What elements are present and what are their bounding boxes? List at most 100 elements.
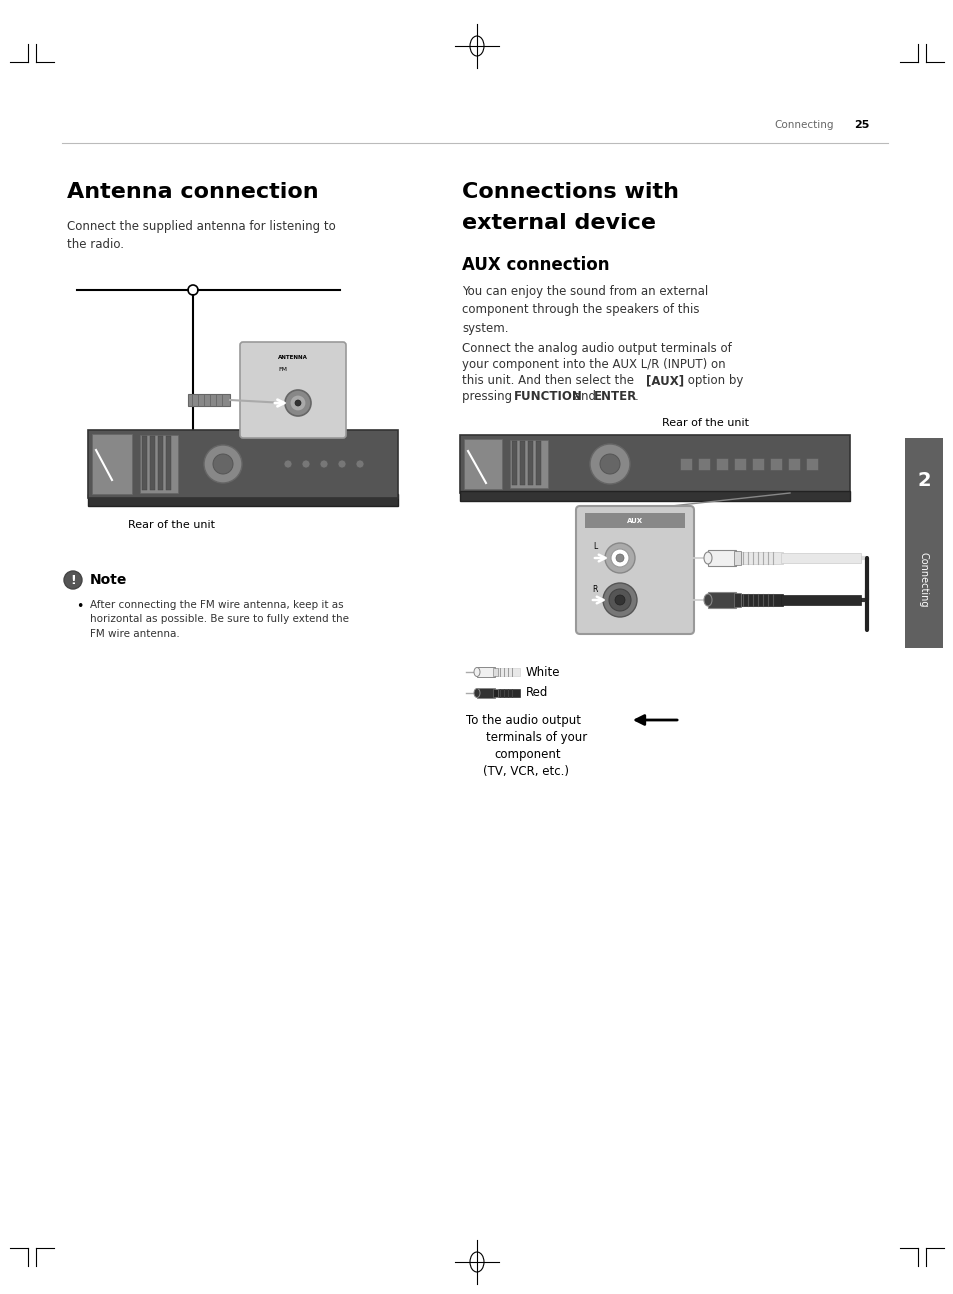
Text: AUX: AUX (626, 518, 642, 524)
FancyBboxPatch shape (493, 688, 497, 697)
Ellipse shape (294, 400, 301, 406)
Ellipse shape (703, 594, 711, 606)
FancyBboxPatch shape (88, 430, 397, 498)
FancyBboxPatch shape (733, 593, 740, 607)
FancyBboxPatch shape (459, 435, 849, 493)
Ellipse shape (284, 459, 292, 468)
Text: terminals of your: terminals of your (485, 731, 587, 744)
Text: option by: option by (683, 374, 742, 387)
Text: Red: Red (525, 687, 548, 700)
FancyBboxPatch shape (476, 688, 495, 697)
Ellipse shape (616, 554, 623, 562)
FancyBboxPatch shape (510, 440, 547, 488)
Text: (TV, VCR, etc.): (TV, VCR, etc.) (482, 765, 568, 778)
Text: FUNCTION: FUNCTION (514, 389, 582, 402)
Text: 25: 25 (854, 120, 869, 129)
Text: Rear of the unit: Rear of the unit (128, 520, 214, 531)
Text: and: and (569, 389, 599, 402)
Text: L: L (592, 542, 597, 551)
Text: White: White (525, 665, 560, 678)
Ellipse shape (302, 459, 310, 468)
Text: ANTENNA: ANTENNA (277, 355, 308, 360)
Ellipse shape (355, 459, 364, 468)
Text: FM: FM (278, 367, 287, 371)
Ellipse shape (610, 549, 628, 567)
FancyBboxPatch shape (584, 512, 684, 528)
Text: AUX connection: AUX connection (461, 256, 609, 274)
Ellipse shape (213, 454, 233, 474)
Ellipse shape (204, 445, 242, 483)
Ellipse shape (474, 688, 479, 697)
Text: external device: external device (461, 214, 656, 233)
Text: Connect the supplied antenna for listening to
the radio.: Connect the supplied antenna for listeni… (67, 220, 335, 251)
FancyBboxPatch shape (140, 435, 178, 493)
FancyBboxPatch shape (740, 594, 782, 606)
Ellipse shape (474, 668, 479, 677)
FancyBboxPatch shape (476, 666, 495, 677)
Text: R: R (592, 585, 598, 594)
Ellipse shape (604, 543, 635, 573)
Text: Connecting: Connecting (918, 553, 928, 608)
FancyBboxPatch shape (576, 506, 693, 634)
Text: your component into the AUX L/R (INPUT) on: your component into the AUX L/R (INPUT) … (461, 358, 725, 371)
Circle shape (64, 571, 82, 589)
FancyBboxPatch shape (733, 458, 745, 470)
FancyBboxPatch shape (707, 550, 735, 565)
FancyBboxPatch shape (91, 433, 132, 494)
Text: Connect the analog audio output terminals of: Connect the analog audio output terminal… (461, 342, 731, 355)
Ellipse shape (599, 454, 619, 474)
Ellipse shape (290, 395, 306, 411)
Ellipse shape (615, 595, 624, 606)
Text: You can enjoy the sound from an external
component through the speakers of this
: You can enjoy the sound from an external… (461, 285, 707, 335)
Text: Antenna connection: Antenna connection (67, 182, 318, 202)
Ellipse shape (589, 444, 629, 484)
Text: 2: 2 (916, 471, 930, 489)
FancyBboxPatch shape (158, 436, 163, 490)
FancyBboxPatch shape (240, 342, 346, 437)
FancyBboxPatch shape (493, 668, 497, 675)
FancyBboxPatch shape (751, 458, 763, 470)
FancyBboxPatch shape (679, 458, 691, 470)
FancyBboxPatch shape (497, 668, 519, 675)
FancyBboxPatch shape (787, 458, 800, 470)
FancyBboxPatch shape (512, 441, 517, 485)
FancyBboxPatch shape (536, 441, 540, 485)
FancyBboxPatch shape (497, 688, 519, 697)
FancyBboxPatch shape (707, 591, 735, 608)
Text: To the audio output: To the audio output (465, 714, 580, 727)
Text: !: ! (71, 573, 76, 586)
FancyBboxPatch shape (781, 553, 861, 563)
FancyBboxPatch shape (733, 551, 740, 565)
Text: •: • (76, 600, 84, 613)
FancyBboxPatch shape (188, 393, 230, 406)
Text: pressing: pressing (461, 389, 516, 402)
Text: .: . (635, 389, 639, 402)
FancyBboxPatch shape (781, 595, 861, 606)
FancyBboxPatch shape (88, 494, 397, 506)
Text: Connecting: Connecting (774, 120, 833, 129)
Ellipse shape (608, 589, 630, 611)
FancyBboxPatch shape (904, 437, 942, 648)
FancyBboxPatch shape (769, 458, 781, 470)
FancyBboxPatch shape (805, 458, 817, 470)
Ellipse shape (319, 459, 328, 468)
Text: Note: Note (90, 573, 128, 587)
Text: [AUX]: [AUX] (645, 374, 683, 387)
Ellipse shape (703, 553, 711, 564)
FancyBboxPatch shape (459, 490, 849, 501)
FancyBboxPatch shape (519, 441, 524, 485)
Ellipse shape (285, 389, 311, 415)
Text: this unit. And then select the: this unit. And then select the (461, 374, 638, 387)
Ellipse shape (602, 584, 637, 617)
Text: Rear of the unit: Rear of the unit (661, 418, 748, 428)
FancyBboxPatch shape (527, 441, 533, 485)
Text: ENTER: ENTER (594, 389, 637, 402)
FancyBboxPatch shape (166, 436, 171, 490)
FancyBboxPatch shape (740, 553, 782, 564)
FancyBboxPatch shape (716, 458, 727, 470)
Text: component: component (494, 748, 560, 761)
FancyBboxPatch shape (463, 439, 501, 489)
FancyBboxPatch shape (142, 436, 147, 490)
Ellipse shape (337, 459, 346, 468)
FancyBboxPatch shape (698, 458, 709, 470)
